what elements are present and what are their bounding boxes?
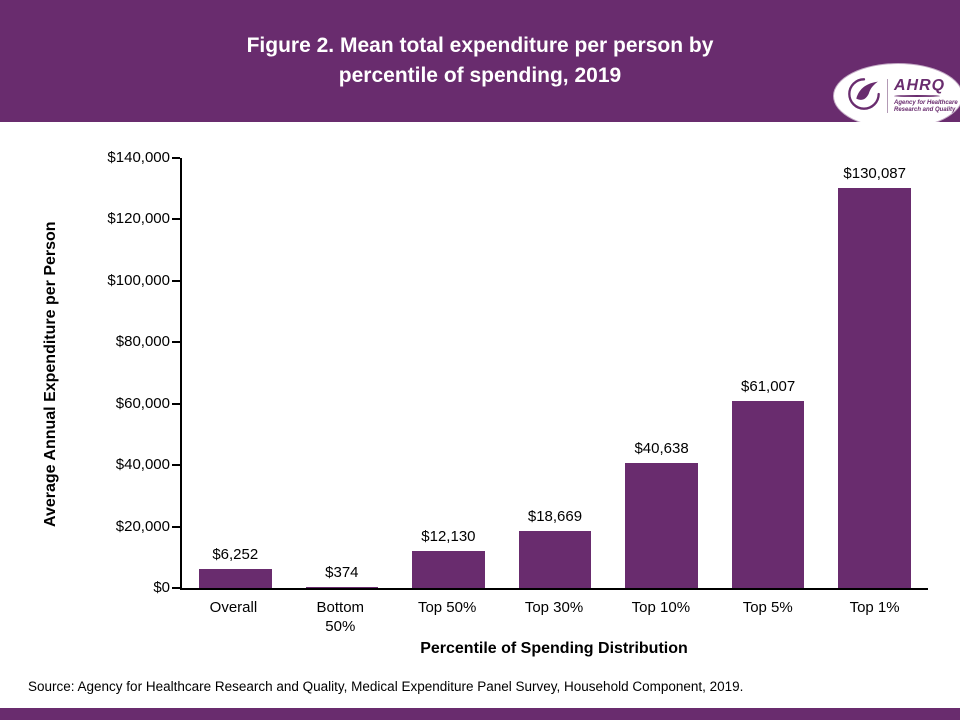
bar-value-label: $12,130 [421,527,476,545]
chart-title-line-1: Figure 2. Mean total expenditure per per… [246,34,714,57]
y-axis-tick [172,341,180,344]
y-axis-tick [172,218,180,221]
x-tick-label: Top 1% [849,599,900,616]
ahrq-logo-text: AHRQ [894,77,946,94]
bar-value-label: $374 [325,563,359,581]
bar-value-label: $18,669 [527,507,583,525]
bar-slot: $12,130 [395,158,502,588]
x-tick-label: Top 5% [742,599,793,616]
logo-divider [887,79,888,113]
plot-area: $0 $20,000 $40,000 $60,000 $80,000 $100,000 $1… [107,149,928,596]
y-axis-tick [172,279,180,282]
x-tick-label: Overall [209,599,258,616]
y-tick-label: $60,000 [115,394,170,412]
x-tick-label: Top 30% [524,599,584,616]
bar [305,586,379,588]
bar-slot: $374 [289,158,396,588]
ahrq-logo-tagline-2: Research and Quality [894,107,956,113]
bar [412,550,485,588]
bar-value-label: $61,007 [741,377,796,395]
bar-value-label: $40,638 [634,440,689,458]
y-tick-label: $140,000 [107,149,170,166]
y-tick-label: $40,000 [115,456,170,474]
x-tick-label: Bottom 50% [316,599,365,635]
bar [838,188,911,588]
y-axis-tick [172,587,180,589]
chart-header: Figure 2. Mean total expenditure per per… [0,0,960,122]
bar-value-label: $6,252 [212,545,259,563]
source-note: Source: Agency for Healthcare Research a… [28,679,744,694]
chart-title-line-2: percentile of spending, 2019 [338,64,622,87]
bar-value-label: $130,087 [843,165,906,183]
bar-slot: $6,252 [182,158,289,588]
bar [199,568,272,588]
ahrq-logo-tagline-1: Agency for Healthcare [894,100,958,106]
y-axis-tick [172,157,180,159]
bar [731,400,805,588]
bar-slot: $130,087 [821,158,928,588]
y-tick-label: $0 [153,579,170,596]
bar-slot: $18,669 [502,158,609,588]
logo-swoosh-icon [894,95,940,97]
ahrq-logo-text-block: AHRQ Agency for Healthcare Research and … [894,78,958,114]
y-axis-tick [172,525,180,528]
hhs-emblem-icon [847,77,881,116]
y-tick-label: $120,000 [107,210,170,228]
y-axis-title: Average Annual Expenditure per Person [42,221,59,527]
x-axis-title: Percentile of Spending Distribution [420,640,688,657]
bottom-accent-bar [0,708,960,720]
y-axis-tick [172,402,180,405]
bar [625,463,698,588]
bar [518,530,592,588]
y-tick-label: $100,000 [107,271,170,289]
y-axis-tick [172,464,180,467]
x-category-labels: Overall Bottom 50% Top 50% Top 30% Top 10% To… [180,598,928,636]
bar-slot: $61,007 [715,158,822,588]
bar-slot: $40,638 [608,158,715,588]
y-tick-label: $20,000 [115,517,170,535]
y-tick-label: $80,000 [115,333,170,351]
x-tick-label: Top 10% [631,599,691,616]
x-tick-label: Top 50% [417,599,477,616]
ahrq-logo: AHRQ Agency for Healthcare Research and … [834,64,960,128]
